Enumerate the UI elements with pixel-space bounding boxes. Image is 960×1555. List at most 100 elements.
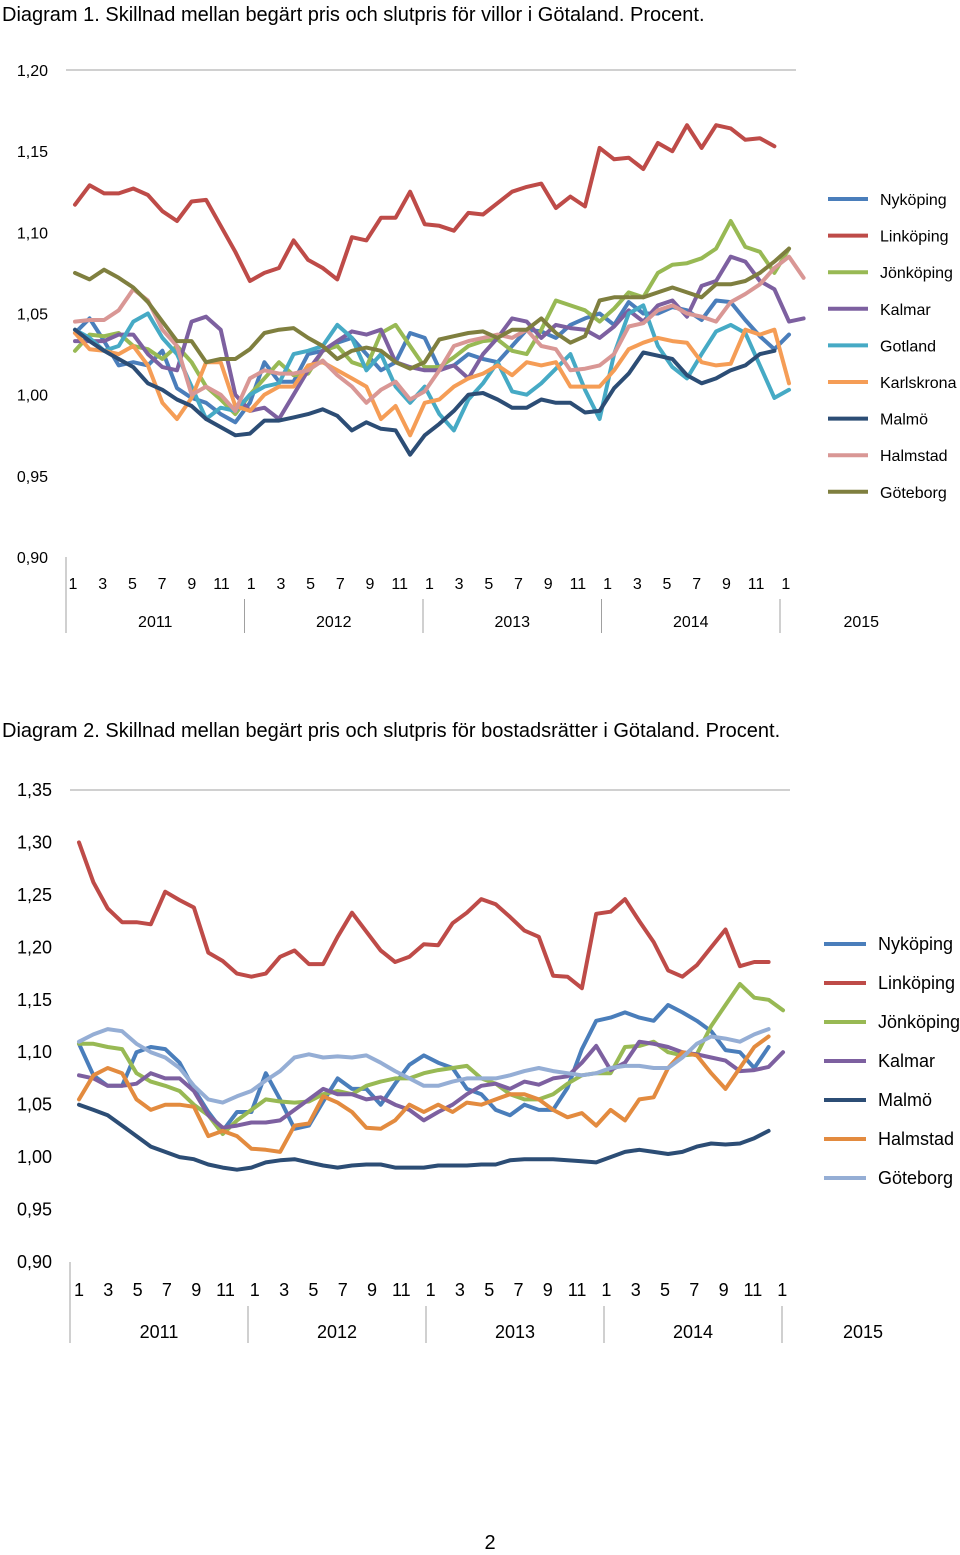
chart1-series-line-jönköping (73, 219, 791, 417)
chart1-series-line-göteborg (73, 246, 791, 371)
chart2-series-line-kalmar (77, 1039, 785, 1130)
chart1-xtick-label: 11 (213, 576, 230, 593)
chart1-series-line-halmstad (73, 254, 806, 413)
chart2-xtick-label: 7 (689, 1280, 699, 1300)
chart2-xtick-label: 9 (367, 1280, 377, 1300)
chart2-xtick-label: 1 (777, 1280, 787, 1300)
chart1-xtick-label: 5 (128, 576, 137, 593)
page-number: 2 (484, 1532, 496, 1554)
chart2-legend-label: Malmö (878, 1090, 932, 1110)
chart2-xtick-label: 1 (601, 1280, 611, 1300)
chart1-xtick-label: 3 (455, 576, 464, 593)
chart1-xtick-label: 1 (781, 576, 790, 593)
chart2-ytick-label: 1,00 (17, 1147, 52, 1167)
chart2-xtick-label: 1 (250, 1280, 260, 1300)
chart2-ytick-label: 1,35 (17, 780, 52, 800)
chart1-legend-label: Kalmar (880, 302, 931, 319)
chart2-xtick-label: 11 (744, 1280, 763, 1300)
chart1-ytick-label: 1,00 (17, 388, 48, 405)
chart1-ytick-label: 1,15 (17, 144, 48, 161)
chart1-legend-label: Karlskrona (880, 375, 957, 392)
chart2-xtick-label: 7 (513, 1280, 523, 1300)
chart1-xtick-label: 1 (69, 576, 78, 593)
chart1-xtick-label: 3 (633, 576, 642, 593)
chart2-xtick-label: 9 (719, 1280, 729, 1300)
chart1-xtick-label: 9 (544, 576, 553, 593)
chart1-xtick-label: 1 (247, 576, 256, 593)
chart2-ytick-label: 1,05 (17, 1095, 52, 1115)
chart2-xtick-label: 5 (133, 1280, 143, 1300)
chart2-xtick-label: 7 (338, 1280, 348, 1300)
chart2-ytick-label: 1,20 (17, 937, 52, 957)
chart1-series-line-linköping (73, 123, 777, 283)
chart1-year-label: 2014 (673, 614, 709, 631)
chart1-xtick-label: 9 (187, 576, 196, 593)
chart2-xtick-label: 7 (162, 1280, 172, 1300)
chart1-xtick-label: 5 (306, 576, 315, 593)
chart1-xtick-label: 9 (366, 576, 375, 593)
chart1-ytick-label: 0,95 (17, 469, 48, 486)
chart1-xtick-label: 1 (603, 576, 612, 593)
chart2-legend-label: Göteborg (878, 1168, 953, 1188)
chart2-xtick-label: 3 (103, 1280, 113, 1300)
chart2-legend-label: Halmstad (878, 1129, 954, 1149)
chart2-ytick-label: 1,25 (17, 885, 52, 905)
chart1-year-label: 2012 (316, 614, 352, 631)
chart1-xtick-label: 7 (514, 576, 523, 593)
chart-2-title: Diagram 2. Skillnad mellan begärt pris o… (2, 720, 781, 742)
chart2-year-label: 2015 (843, 1322, 883, 1342)
chart1-year-label: 2011 (138, 614, 173, 631)
chart2-xtick-label: 3 (279, 1280, 289, 1300)
chart2-xtick-label: 3 (455, 1280, 465, 1300)
chart1-year-label: 2013 (494, 614, 530, 631)
chart2-xtick-label: 1 (74, 1280, 84, 1300)
chart1-xtick-label: 3 (98, 576, 107, 593)
chart2-xtick-label: 5 (308, 1280, 318, 1300)
chart2-xtick-label: 11 (216, 1280, 235, 1300)
chart1-ytick-label: 1,20 (17, 63, 48, 80)
chart1-legend-label: Jönköping (880, 265, 953, 282)
chart2-legend-label: Kalmar (878, 1051, 935, 1071)
chart1-series-line-malmö (73, 327, 777, 457)
chart2-series-line-jönköping (77, 982, 785, 1136)
chart1-legend-label: Gotland (880, 338, 936, 355)
chart2-legend-label: Jönköping (878, 1012, 960, 1032)
chart2-ytick-label: 0,95 (17, 1200, 52, 1220)
chart1-legend-label: Halmstad (880, 448, 948, 465)
chart1-xtick-label: 9 (722, 576, 731, 593)
chart2-series-line-göteborg (77, 1027, 771, 1105)
chart1-xtick-label: 11 (748, 576, 765, 593)
chart2-year-label: 2012 (317, 1322, 357, 1342)
chart2-ytick-label: 0,90 (17, 1252, 52, 1272)
chart2-series-line-malmö (77, 1102, 771, 1172)
chart2-ytick-label: 1,15 (17, 990, 52, 1010)
chart2-xtick-label: 9 (543, 1280, 553, 1300)
chart-1-svg: 0,900,951,001,051,101,151,201 3 5 7 9 11 1 3 5 7 9… (17, 63, 957, 633)
chart2-legend-label: Linköping (878, 973, 955, 993)
chart1-legend-label: Malmö (880, 412, 928, 429)
chart1-xtick-label: 7 (158, 576, 167, 593)
chart2-xtick-label: 11 (568, 1280, 587, 1300)
chart2-xtick-label: 3 (631, 1280, 641, 1300)
chart2-series-line-halmstad (77, 1034, 771, 1154)
chart1-xtick-label: 7 (336, 576, 345, 593)
chart1-xtick-label: 1 (425, 576, 434, 593)
chart1-xtick-label: 5 (484, 576, 493, 593)
chart2-series-line-linköping (77, 840, 771, 991)
chart2-year-label: 2014 (673, 1322, 713, 1342)
chart1-ytick-label: 1,10 (17, 225, 48, 242)
chart2-ytick-label: 1,30 (17, 832, 52, 852)
chart2-ytick-label: 1,10 (17, 1042, 52, 1062)
chart1-legend-label: Nyköping (880, 192, 947, 209)
chart2-xtick-label: 1 (426, 1280, 436, 1300)
chart1-xtick-label: 5 (663, 576, 672, 593)
chart2-year-label: 2013 (495, 1322, 535, 1342)
chart1-ytick-label: 0,90 (17, 550, 48, 567)
chart-1-title: Diagram 1. Skillnad mellan begärt pris o… (2, 4, 705, 26)
chart1-legend-label: Linköping (880, 229, 949, 246)
chart1-ytick-label: 1,05 (17, 307, 48, 324)
chart2-xtick-label: 9 (191, 1280, 201, 1300)
chart1-xtick-label: 7 (692, 576, 701, 593)
chart1-xtick-label: 11 (570, 576, 587, 593)
chart2-xtick-label: 11 (392, 1280, 411, 1300)
